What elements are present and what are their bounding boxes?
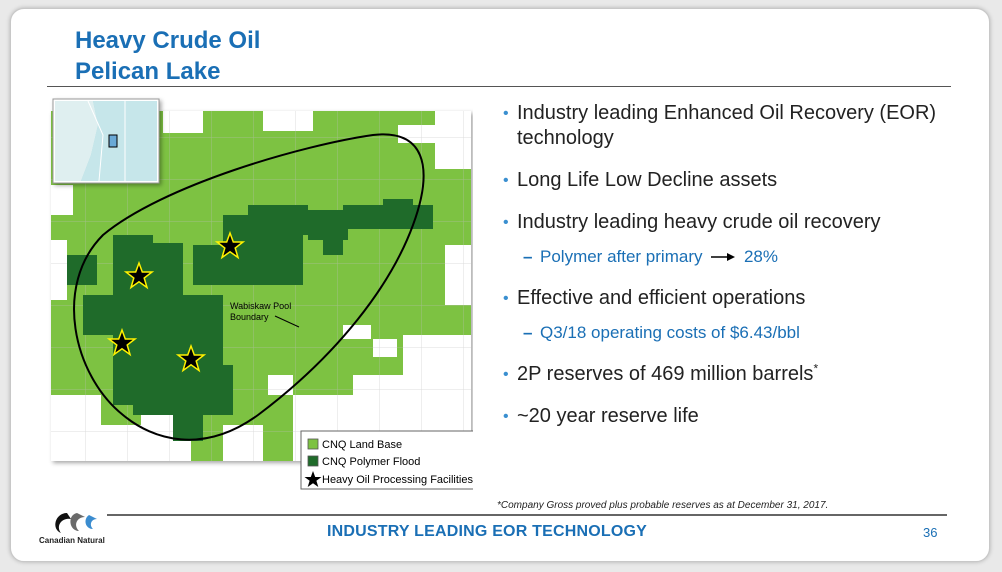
legend-land-base: CNQ Land Base — [322, 439, 402, 451]
cnq-polymer-flood — [67, 199, 433, 441]
slide: Heavy Crude Oil Pelican Lake — [10, 8, 990, 562]
page-number: 36 — [923, 525, 938, 540]
bullet-eor: Industry leading Enhanced Oil Recovery (… — [503, 101, 963, 151]
footer-divider — [107, 514, 947, 516]
reserves-asterisk: * — [813, 361, 819, 376]
legend-processing-facilities: Heavy Oil Processing Facilities — [322, 474, 473, 486]
star-icon — [175, 343, 207, 373]
sub-bullet-operating-costs: – Q3/18 operating costs of $6.43/bbl — [503, 322, 963, 344]
footnote: *Company Gross proved plus probable rese… — [497, 500, 829, 511]
star-icon — [106, 327, 138, 357]
page-title: Heavy Crude Oil Pelican Lake — [75, 25, 260, 87]
bullet-reserve-life: ~20 year reserve life — [503, 404, 963, 429]
pool-label-leader — [274, 315, 300, 328]
sub-bullet-polymer: – Polymer after primary 28% — [503, 246, 963, 268]
bullet-long-life: Long Life Low Decline assets — [503, 168, 963, 193]
star-icon — [214, 230, 246, 260]
arrow-right-icon — [711, 252, 736, 261]
operating-costs-text: Q3/18 operating costs of $6.43/bbl — [540, 323, 800, 342]
bullet-recovery: Industry leading heavy crude oil recover… — [503, 210, 963, 235]
star-icon — [304, 471, 322, 487]
bullet-operations: Effective and efficient operations — [503, 286, 963, 311]
inset-locator-map — [52, 98, 160, 184]
footer-tagline: INDUSTRY LEADING EOR TECHNOLOGY — [327, 523, 647, 540]
pool-label-line-1: Wabiskaw Pool — [230, 301, 291, 311]
polymer-flood-swatch — [307, 455, 319, 467]
polymer-text: Polymer after primary — [540, 247, 703, 266]
star-icon — [123, 260, 155, 290]
dash-icon: – — [523, 323, 533, 342]
reserves-text: 2P reserves of 469 million barrels — [517, 363, 814, 385]
wabiskaw-pool-boundary — [73, 133, 425, 441]
pool-label-line-2: Boundary — [230, 312, 269, 322]
logo-text: Canadian Natural — [39, 536, 105, 545]
bullet-reserves: 2P reserves of 469 million barrels* — [503, 362, 963, 387]
legend-polymer-flood: CNQ Polymer Flood — [322, 456, 420, 468]
map-svg: Wabiskaw Pool Boundary CNQ Land Base CNQ… — [51, 98, 473, 490]
processing-facility-stars — [106, 230, 246, 373]
land-base-swatch — [307, 438, 319, 450]
polymer-recovery-value: 28% — [743, 247, 778, 266]
title-line-1: Heavy Crude Oil — [75, 27, 261, 54]
title-line-2: Pelican Lake — [75, 58, 221, 85]
title-divider — [47, 86, 951, 87]
bullet-list: Industry leading Enhanced Oil Recovery (… — [503, 101, 963, 446]
dash-icon: – — [523, 247, 533, 266]
canadian-natural-logo — [55, 513, 97, 533]
location-marker — [108, 134, 118, 148]
map-legend: CNQ Land Base CNQ Polymer Flood Heavy Oi… — [300, 430, 473, 490]
pelican-lake-map: Wabiskaw Pool Boundary CNQ Land Base CNQ… — [43, 95, 473, 495]
